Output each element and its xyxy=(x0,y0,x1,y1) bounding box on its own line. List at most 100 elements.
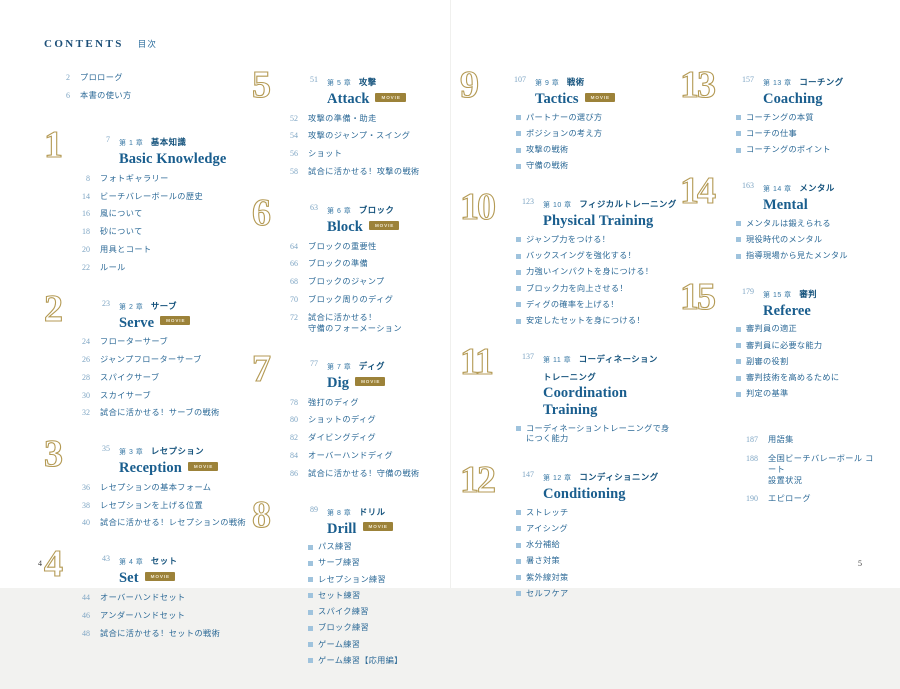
chapter-block-2[interactable]: 2 23 第 2 章 サーブ Serve MOVIE xyxy=(43,289,249,420)
list-item[interactable]: 26 ジャンプフローターサーブ xyxy=(44,354,249,366)
chapter-title-ja: 第 14 章 メンタル xyxy=(763,183,835,193)
chapter-block-7[interactable]: 7 77 第 7 章 ディグ Dig MOVIE xyxy=(251,349,457,480)
list-item[interactable]: 80 ショットのディグ xyxy=(252,414,457,426)
list-item[interactable]: ジャンプ力をつける！ xyxy=(516,235,675,246)
chapter-block-10[interactable]: 10 123 第 10 章 フィジカルトレーニング Physical Train… xyxy=(459,188,676,327)
list-item[interactable]: スパイク練習 xyxy=(308,607,457,618)
chapter-numeral: 7 xyxy=(251,347,271,390)
list-item[interactable]: 40 試合に活かせる！レセプションの戦術 xyxy=(44,517,249,529)
list-item[interactable]: 審判員に必要な能力 xyxy=(736,341,875,352)
page-number: 30 xyxy=(82,390,90,400)
list-item[interactable]: 水分補給 xyxy=(516,540,675,551)
page-number: 14 xyxy=(82,191,90,201)
list-item[interactable]: 28 スパイクサーブ xyxy=(44,372,249,384)
list-item[interactable]: 24 フローターサーブ xyxy=(44,336,249,348)
list-item[interactable]: レセプション練習 xyxy=(308,575,457,586)
chapter-title-en-line: Coordination xyxy=(543,385,675,402)
chapter-block-15[interactable]: 15 179 第 15 章 審判 Referee xyxy=(679,277,875,400)
square-bullet-icon xyxy=(308,642,313,648)
chapter-block-1[interactable]: 1 7 第 1 章 基本知識 Basic Knowledge 8 xyxy=(43,126,249,274)
chapter-block-8[interactable]: 8 89 第 8 章 ドリル Drill MOVIE xyxy=(251,495,457,667)
list-item[interactable]: 32 試合に活かせる！サーブの戦術 xyxy=(44,407,249,419)
list-item[interactable]: 14 ビーチバレーボールの歴史 xyxy=(44,191,249,203)
list-item[interactable]: 190 エピローグ xyxy=(736,493,875,505)
list-item[interactable]: 副審の役割 xyxy=(736,357,875,368)
list-item[interactable]: 守備の戦術 xyxy=(516,161,675,172)
chapter-block-13[interactable]: 13 157 第 13 章 コーチング Coaching xyxy=(679,65,875,156)
entry-title: セルフケア xyxy=(526,588,569,598)
list-item[interactable]: セルフケア xyxy=(516,589,675,600)
list-item[interactable]: 54 攻撃のジャンプ・スイング xyxy=(252,130,457,142)
list-item[interactable]: ブロック練習 xyxy=(308,623,457,634)
list-item[interactable]: 30 スカイサーブ xyxy=(44,390,249,402)
list-item[interactable]: ポジションの考え方 xyxy=(516,129,675,140)
list-item[interactable]: 187 用語集 xyxy=(736,434,875,446)
list-item[interactable]: メンタルは鍛えられる xyxy=(736,219,875,230)
list-item[interactable]: 84 オーバーハンドディグ xyxy=(252,450,457,462)
list-item[interactable]: ストレッチ xyxy=(516,508,675,519)
list-item[interactable]: 56 ショット xyxy=(252,148,457,160)
list-item[interactable]: 2 プロローグ xyxy=(44,72,249,84)
list-item[interactable]: 審判員の適正 xyxy=(736,324,875,335)
list-item[interactable]: 58 試合に活かせる！攻撃の戦術 xyxy=(252,166,457,178)
list-item[interactable]: 44 オーバーハンドセット xyxy=(44,592,249,604)
chapter-label: 第 2 章 xyxy=(119,303,144,311)
chapter-block-4[interactable]: 4 43 第 4 章 セット Set MOVIE xyxy=(43,545,249,640)
list-item[interactable]: アイシング xyxy=(516,524,675,535)
list-item[interactable]: 現役時代のメンタル xyxy=(736,235,875,246)
chapter-block-6[interactable]: 6 63 第 6 章 ブロック Block MOVIE xyxy=(251,193,457,334)
chapter-name-ja: サーブ xyxy=(150,300,178,311)
list-item[interactable]: 8 フォトギャラリー xyxy=(44,173,249,185)
list-item[interactable]: 18 砂について xyxy=(44,226,249,238)
list-item[interactable]: 72 試合に活かせる！ 守備のフォーメーション xyxy=(252,312,457,334)
chapter-block-3[interactable]: 3 35 第 3 章 レセプション Reception MOVIE xyxy=(43,435,249,529)
list-item[interactable]: パス練習 xyxy=(308,542,457,553)
list-item[interactable]: ブロック力を向上させる！ xyxy=(516,284,675,295)
page-number: 68 xyxy=(290,277,298,287)
list-item[interactable]: 攻撃の戦術 xyxy=(516,145,675,156)
page-number: 58 xyxy=(290,167,298,177)
list-item[interactable]: ゲーム練習 xyxy=(308,640,457,651)
list-item[interactable]: 38 レセプションを上げる位置 xyxy=(44,500,249,512)
chapter-block-9[interactable]: 9 107 第 9 章 戦術 Tactics MOVIE xyxy=(459,65,675,172)
list-item[interactable]: 審判技術を高めるために xyxy=(736,373,875,384)
list-item[interactable]: 20 用具とコート xyxy=(44,244,249,256)
list-item[interactable]: 紫外線対策 xyxy=(516,573,675,584)
list-item[interactable]: 82 ダイビングディグ xyxy=(252,432,457,444)
entry-title: ブロック力を向上させる！ xyxy=(526,283,628,293)
list-item[interactable]: コーチングのポイント xyxy=(736,145,875,156)
list-item[interactable]: 70 ブロック周りのディグ xyxy=(252,294,457,306)
list-item[interactable]: 22 ルール xyxy=(44,262,249,274)
list-item[interactable]: 16 風について xyxy=(44,208,249,220)
chapter-block-5[interactable]: 5 51 第 5 章 攻撃 Attack MOVIE xyxy=(251,65,457,178)
list-item[interactable]: ゲーム練習【応用編】 xyxy=(308,656,457,667)
list-item[interactable]: 68 ブロックのジャンプ xyxy=(252,276,457,288)
page-number: 28 xyxy=(82,372,90,382)
list-item[interactable]: 力強いインパクトを身につける！ xyxy=(516,267,675,278)
list-item[interactable]: 86 試合に活かせる！守備の戦術 xyxy=(252,468,457,480)
list-item[interactable]: パートナーの選び方 xyxy=(516,113,675,124)
list-item[interactable]: 66 ブロックの準備 xyxy=(252,258,457,270)
list-item[interactable]: バックスイングを強化する！ xyxy=(516,251,675,262)
list-item[interactable]: ディグの確率を上げる！ xyxy=(516,300,675,311)
list-item[interactable]: 安定したセットを身につける！ xyxy=(516,316,675,327)
list-item[interactable]: 暑さ対策 xyxy=(516,556,675,567)
list-item[interactable]: 48 試合に活かせる！セットの戦術 xyxy=(44,628,249,640)
list-item[interactable]: 52 攻撃の準備・助走 xyxy=(252,113,457,125)
list-item[interactable]: 判定の基準 xyxy=(736,389,875,400)
list-item[interactable]: 64 ブロックの重要性 xyxy=(252,241,457,253)
chapter-block-14[interactable]: 14 163 第 14 章 メンタル Mental xyxy=(679,171,875,262)
list-item[interactable]: コーチの仕事 xyxy=(736,129,875,140)
list-item[interactable]: 6 本書の使い方 xyxy=(44,90,249,102)
list-item[interactable]: 36 レセプションの基本フォーム xyxy=(44,482,249,494)
list-item[interactable]: 188 全国ビーチバレーボール コート 設置状況 xyxy=(736,453,875,486)
list-item[interactable]: 46 アンダーハンドセット xyxy=(44,610,249,622)
list-item[interactable]: コーチングの本質 xyxy=(736,113,875,124)
list-item[interactable]: 78 強打のディグ xyxy=(252,397,457,409)
chapter-block-12[interactable]: 12 147 第 12 章 コンディショニング Conditioning xyxy=(459,460,675,600)
list-item[interactable]: 指導現場から見たメンタル xyxy=(736,251,875,262)
chapter-block-11[interactable]: 11 137 第 11 章 コーディネーション トレーニング Coordinat… xyxy=(459,342,675,445)
list-item[interactable]: セット練習 xyxy=(308,591,457,602)
list-item[interactable]: コーディネーショントレーニングで身につく能力 xyxy=(516,424,675,445)
list-item[interactable]: サーブ練習 xyxy=(308,558,457,569)
